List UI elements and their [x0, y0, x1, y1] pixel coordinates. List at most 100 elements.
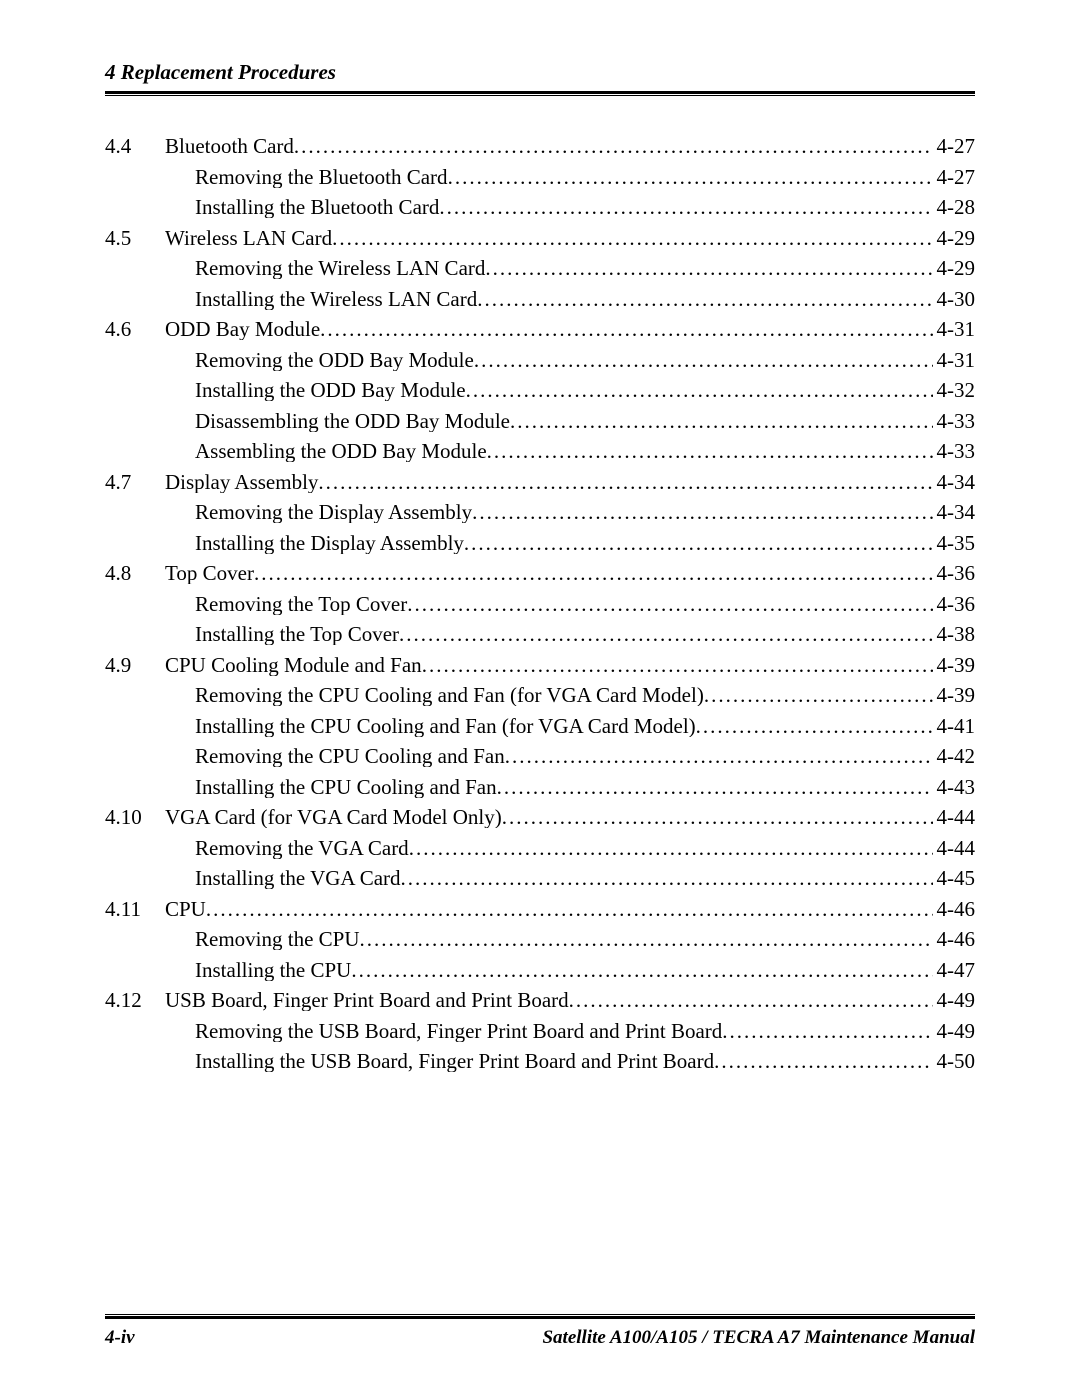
toc-leader-dots: [409, 838, 933, 859]
toc-title-wrap: Removing the CPU Cooling and Fan (for VG…: [165, 685, 933, 706]
toc-entry: Removing the CPU Cooling and Fan 4-42: [105, 746, 975, 767]
toc-title: Removing the CPU: [195, 929, 360, 950]
toc-title: Top Cover: [165, 563, 254, 584]
toc-leader-dots: [510, 411, 933, 432]
toc-title-wrap: VGA Card (for VGA Card Model Only): [165, 807, 933, 828]
toc-leader-dots: [422, 655, 933, 676]
toc-title: Assembling the ODD Bay Module: [195, 441, 487, 462]
toc-title: USB Board, Finger Print Board and Print …: [165, 990, 569, 1011]
toc-title-wrap: Installing the Display Assembly: [165, 533, 933, 554]
toc-entry: 4.4Bluetooth Card 4-27: [105, 136, 975, 157]
toc-entry: Installing the CPU Cooling and Fan (for …: [105, 716, 975, 737]
toc-title: Installing the Wireless LAN Card: [195, 289, 477, 310]
toc-section-number: 4.7: [105, 472, 165, 493]
toc-title-wrap: Removing the VGA Card: [165, 838, 933, 859]
toc-leader-dots: [351, 960, 932, 981]
toc-title: Bluetooth Card: [165, 136, 294, 157]
toc-page-number: 4-29: [933, 228, 976, 249]
toc-title: Removing the USB Board, Finger Print Boa…: [195, 1021, 722, 1042]
toc-leader-dots: [714, 1051, 932, 1072]
toc-page-number: 4-46: [933, 899, 976, 920]
toc-leader-dots: [464, 533, 933, 554]
toc-entry: Installing the Bluetooth Card 4-28: [105, 197, 975, 218]
toc-title: ODD Bay Module: [165, 319, 320, 340]
toc-title: Removing the Bluetooth Card: [195, 167, 448, 188]
toc-title-wrap: Installing the Wireless LAN Card: [165, 289, 933, 310]
toc-leader-dots: [320, 319, 932, 340]
toc-page-number: 4-27: [933, 167, 976, 188]
toc-leader-dots: [505, 746, 933, 767]
toc-page-number: 4-27: [933, 136, 976, 157]
toc-title-wrap: Removing the Wireless LAN Card: [165, 258, 933, 279]
toc-entry: Installing the ODD Bay Module 4-32: [105, 380, 975, 401]
chapter-header: 4 Replacement Procedures: [105, 60, 975, 91]
toc-title-wrap: Removing the ODD Bay Module: [165, 350, 933, 371]
toc-page-number: 4-31: [933, 350, 976, 371]
page-footer: 4-iv Satellite A100/A105 / TECRA A7 Main…: [105, 1314, 975, 1349]
toc-title-wrap: Installing the CPU Cooling and Fan (for …: [165, 716, 933, 737]
toc-leader-dots: [401, 868, 933, 889]
toc-page-number: 4-44: [933, 807, 976, 828]
toc-title-wrap: Installing the CPU Cooling and Fan: [165, 777, 933, 798]
toc-leader-dots: [448, 167, 933, 188]
toc-title-wrap: Display Assembly: [165, 472, 933, 493]
toc-title-wrap: Installing the CPU: [165, 960, 933, 981]
toc-leader-dots: [477, 289, 932, 310]
toc-leader-dots: [399, 624, 932, 645]
toc-page-number: 4-44: [933, 838, 976, 859]
toc-title: VGA Card (for VGA Card Model Only): [165, 807, 502, 828]
toc-leader-dots: [502, 807, 933, 828]
toc-entry: Installing the Display Assembly 4-35: [105, 533, 975, 554]
toc-section-number: 4.9: [105, 655, 165, 676]
toc-title: Display Assembly: [165, 472, 318, 493]
toc-leader-dots: [439, 197, 932, 218]
toc-page-number: 4-36: [933, 563, 976, 584]
toc-entry: 4.12USB Board, Finger Print Board and Pr…: [105, 990, 975, 1011]
toc-entry: Installing the CPU 4-47: [105, 960, 975, 981]
toc-title-wrap: Top Cover: [165, 563, 933, 584]
toc-leader-dots: [466, 380, 933, 401]
toc-page-number: 4-42: [933, 746, 976, 767]
toc-page-number: 4-28: [933, 197, 976, 218]
toc-title-wrap: Wireless LAN Card: [165, 228, 933, 249]
toc-leader-dots: [206, 899, 933, 920]
toc-entry: Removing the USB Board, Finger Print Boa…: [105, 1021, 975, 1042]
toc-title: Installing the Bluetooth Card: [195, 197, 439, 218]
toc-title: Removing the CPU Cooling and Fan (for VG…: [195, 685, 704, 706]
toc-entry: Installing the CPU Cooling and Fan 4-43: [105, 777, 975, 798]
toc-entry: Disassembling the ODD Bay Module 4-33: [105, 411, 975, 432]
toc-entry: 4.6ODD Bay Module 4-31: [105, 319, 975, 340]
toc-title: Installing the USB Board, Finger Print B…: [195, 1051, 714, 1072]
toc-leader-dots: [474, 350, 933, 371]
toc-title: CPU: [165, 899, 206, 920]
toc-entry: 4.10VGA Card (for VGA Card Model Only) 4…: [105, 807, 975, 828]
toc-page-number: 4-49: [933, 1021, 976, 1042]
toc-title-wrap: Installing the VGA Card: [165, 868, 933, 889]
toc-section-number: 4.10: [105, 807, 165, 828]
toc-entry: Removing the Bluetooth Card 4-27: [105, 167, 975, 188]
toc-title-wrap: ODD Bay Module: [165, 319, 933, 340]
toc-entry: Installing the USB Board, Finger Print B…: [105, 1051, 975, 1072]
toc-title-wrap: Installing the Top Cover: [165, 624, 933, 645]
toc-page-number: 4-31: [933, 319, 976, 340]
toc-page-number: 4-45: [933, 868, 976, 889]
toc-page-number: 4-35: [933, 533, 976, 554]
toc-page-number: 4-50: [933, 1051, 976, 1072]
toc-leader-dots: [696, 716, 933, 737]
toc-entry: Installing the VGA Card 4-45: [105, 868, 975, 889]
toc-title: Removing the ODD Bay Module: [195, 350, 474, 371]
toc-entry: Removing the ODD Bay Module 4-31: [105, 350, 975, 371]
toc-leader-dots: [569, 990, 933, 1011]
toc-title-wrap: Removing the CPU Cooling and Fan: [165, 746, 933, 767]
toc-title-wrap: Bluetooth Card: [165, 136, 933, 157]
toc-entry: 4.9CPU Cooling Module and Fan 4-39: [105, 655, 975, 676]
toc-page-number: 4-39: [933, 655, 976, 676]
footer-rule: [105, 1314, 975, 1319]
toc-section-number: 4.12: [105, 990, 165, 1011]
toc-entry: Removing the CPU Cooling and Fan (for VG…: [105, 685, 975, 706]
toc-leader-dots: [294, 136, 933, 157]
toc-title: CPU Cooling Module and Fan: [165, 655, 422, 676]
toc-page-number: 4-46: [933, 929, 976, 950]
toc-page-number: 4-41: [933, 716, 976, 737]
toc-leader-dots: [360, 929, 933, 950]
